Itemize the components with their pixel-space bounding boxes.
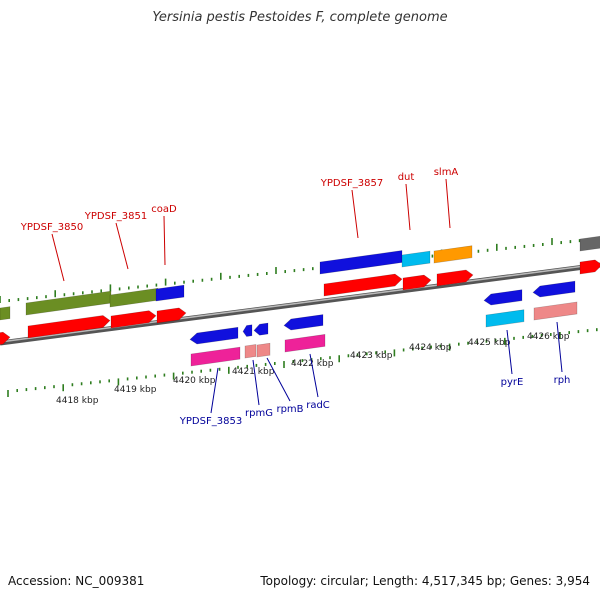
accession-text: Accession: NC_009381 — [8, 574, 145, 588]
gene-red-8[interactable] — [579, 259, 600, 275]
gene-pink-radC[interactable] — [284, 334, 326, 353]
lower-tick-row — [7, 328, 598, 397]
gene-salmon-rpmG[interactable] — [244, 344, 257, 359]
gene-gray[interactable] — [579, 235, 600, 252]
gene-label[interactable]: rph — [554, 375, 571, 386]
gene-label-leader — [266, 357, 291, 402]
gene-blue-coaD[interactable] — [155, 284, 185, 302]
gene-label[interactable]: radC — [306, 400, 330, 411]
gene-blue-rpmG[interactable] — [242, 324, 253, 337]
gene-red-2[interactable] — [27, 315, 111, 339]
gene-label-leader — [351, 189, 359, 239]
gene-label[interactable]: YPDSF_3850 — [20, 222, 83, 233]
gene-label-leader — [163, 215, 166, 266]
kbp-label: 4419 kbp — [114, 385, 157, 395]
gene-label[interactable]: dut — [398, 172, 415, 183]
gene-label[interactable]: rpmB — [276, 404, 303, 415]
gene-label-leader — [115, 222, 129, 270]
gene-label-leader — [445, 178, 451, 229]
gene-blue-pyrE[interactable] — [483, 289, 523, 306]
gene-cyan-pyrE[interactable] — [485, 309, 525, 328]
gene-red-5[interactable] — [323, 273, 403, 297]
gene-label[interactable]: slmA — [434, 167, 459, 178]
gene-blue-rpmB[interactable] — [253, 322, 269, 336]
gene-blue-radC[interactable] — [283, 314, 324, 331]
gene-red-1[interactable] — [0, 331, 11, 346]
kbp-label: 4426 kbp — [527, 332, 570, 342]
gene-label-leader — [405, 183, 411, 231]
genome-summary-text: Topology: circular; Length: 4,517,345 bp… — [260, 574, 590, 588]
gene-olive-3[interactable] — [109, 287, 159, 308]
gene-label[interactable]: YPDSF_3851 — [84, 211, 147, 222]
gene-orange-slmA[interactable] — [433, 245, 473, 264]
gene-blue-rph[interactable] — [532, 280, 576, 298]
gene-salmon-rpmB[interactable] — [256, 342, 271, 358]
gene-label-leader — [506, 329, 513, 375]
gene-label[interactable]: YPDSF_3853 — [179, 416, 242, 427]
gene-label[interactable]: coaD — [151, 204, 177, 215]
gene-red-7[interactable] — [436, 269, 474, 287]
kbp-label: 4425 kbp — [468, 338, 511, 348]
kbp-label: 4420 kbp — [173, 376, 216, 386]
backbone-line — [0, 262, 600, 346]
gene-label-leader — [51, 233, 65, 282]
gene-label-leader — [309, 353, 319, 398]
kbp-label: 4423 kbp — [350, 351, 393, 361]
kbp-label: 4418 kbp — [56, 396, 99, 406]
gene-salmon-rph[interactable] — [533, 301, 578, 321]
gene-features — [0, 235, 600, 367]
kbp-label: 4424 kbp — [409, 343, 452, 353]
gene-pink-3853[interactable] — [190, 346, 241, 367]
genome-title: Yersinia pestis Pestoides F, complete ge… — [152, 10, 448, 25]
gene-red-4[interactable] — [156, 307, 187, 324]
gene-label[interactable]: rpmG — [245, 408, 273, 419]
gene-label-leader — [210, 367, 219, 414]
gene-label-leader — [252, 359, 260, 406]
gene-blue-3853[interactable] — [189, 326, 239, 345]
gene-red-3[interactable] — [110, 310, 157, 329]
gene-label[interactable]: pyrE — [501, 377, 524, 388]
gene-label-leader — [556, 321, 563, 373]
kbp-label: 4421 kbp — [232, 367, 275, 377]
gene-cyan-dut[interactable] — [401, 250, 431, 268]
gene-blue-3857[interactable] — [319, 250, 403, 275]
genome-backbone — [0, 262, 600, 346]
gene-label[interactable]: YPDSF_3857 — [320, 178, 383, 189]
gene-olive-1[interactable] — [0, 306, 11, 321]
gene-olive-2[interactable] — [25, 290, 112, 316]
gene-red-6[interactable] — [402, 274, 432, 291]
